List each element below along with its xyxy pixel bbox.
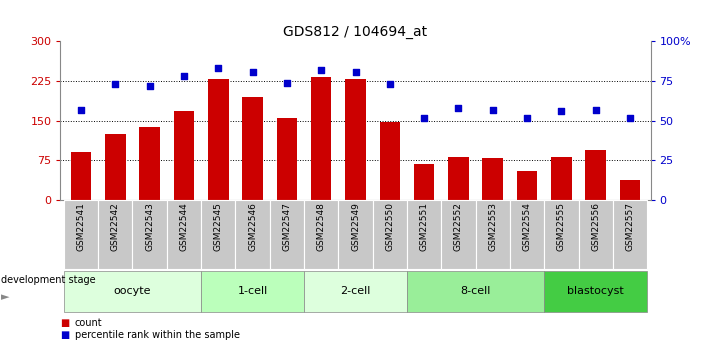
Point xyxy=(590,107,602,112)
Text: GSM22555: GSM22555 xyxy=(557,202,566,251)
Bar xyxy=(242,97,263,200)
Point xyxy=(75,107,87,112)
Text: GSM22553: GSM22553 xyxy=(488,202,497,251)
Point xyxy=(316,67,327,73)
Point xyxy=(213,66,224,71)
Bar xyxy=(448,157,469,200)
Text: ►: ► xyxy=(1,293,10,303)
Bar xyxy=(476,200,510,269)
Text: percentile rank within the sample: percentile rank within the sample xyxy=(75,331,240,340)
Text: development stage: development stage xyxy=(1,275,96,285)
Title: GDS812 / 104694_at: GDS812 / 104694_at xyxy=(284,25,427,39)
Bar xyxy=(167,200,201,269)
Bar xyxy=(269,200,304,269)
Point xyxy=(109,81,121,87)
Text: GSM22545: GSM22545 xyxy=(214,202,223,251)
Text: count: count xyxy=(75,318,102,327)
Point xyxy=(556,108,567,114)
Text: blastocyst: blastocyst xyxy=(567,286,624,296)
Text: ■: ■ xyxy=(60,331,70,340)
Text: GSM22547: GSM22547 xyxy=(282,202,292,251)
Text: 2-cell: 2-cell xyxy=(341,286,370,296)
Bar xyxy=(373,200,407,269)
Point xyxy=(521,115,533,120)
Text: GSM22557: GSM22557 xyxy=(626,202,634,251)
Bar xyxy=(277,118,297,200)
Bar xyxy=(64,200,98,269)
Bar xyxy=(510,200,544,269)
Text: GSM22550: GSM22550 xyxy=(385,202,395,251)
Point xyxy=(350,69,361,74)
Bar xyxy=(235,200,269,269)
Bar xyxy=(346,79,365,200)
Bar xyxy=(579,200,613,269)
Bar xyxy=(544,200,579,269)
Bar xyxy=(407,200,442,269)
Point xyxy=(281,80,292,86)
Text: 1-cell: 1-cell xyxy=(237,286,268,296)
Text: GSM22542: GSM22542 xyxy=(111,202,120,251)
Bar xyxy=(105,134,126,200)
Text: GSM22544: GSM22544 xyxy=(179,202,188,251)
Point xyxy=(144,83,155,89)
Text: GSM22548: GSM22548 xyxy=(316,202,326,251)
Bar xyxy=(132,200,167,269)
Text: GSM22552: GSM22552 xyxy=(454,202,463,251)
Text: GSM22554: GSM22554 xyxy=(523,202,532,251)
Bar xyxy=(551,157,572,200)
Bar xyxy=(304,271,407,312)
Bar xyxy=(414,164,434,200)
Text: GSM22551: GSM22551 xyxy=(419,202,429,251)
Bar xyxy=(208,79,228,200)
Text: GSM22546: GSM22546 xyxy=(248,202,257,251)
Bar xyxy=(380,122,400,200)
Point xyxy=(384,81,395,87)
Bar xyxy=(517,171,538,200)
Bar xyxy=(70,152,91,200)
Bar xyxy=(304,200,338,269)
Bar xyxy=(64,271,201,312)
Point xyxy=(247,69,258,74)
Bar xyxy=(483,158,503,200)
Bar xyxy=(620,180,641,200)
Point xyxy=(624,115,636,120)
Text: oocyte: oocyte xyxy=(114,286,151,296)
Point xyxy=(178,73,190,79)
Point xyxy=(487,107,498,112)
Bar xyxy=(173,111,194,200)
Text: GSM22541: GSM22541 xyxy=(77,202,85,251)
Bar xyxy=(544,271,647,312)
Bar xyxy=(201,200,235,269)
Bar xyxy=(338,200,373,269)
Text: GSM22556: GSM22556 xyxy=(591,202,600,251)
Text: GSM22549: GSM22549 xyxy=(351,202,360,251)
Point xyxy=(419,115,430,120)
Bar xyxy=(613,200,647,269)
Point xyxy=(453,105,464,111)
Bar xyxy=(311,77,331,200)
Bar xyxy=(139,127,160,200)
Bar xyxy=(407,271,544,312)
Bar xyxy=(98,200,132,269)
Bar xyxy=(201,271,304,312)
Bar xyxy=(585,150,606,200)
Text: GSM22543: GSM22543 xyxy=(145,202,154,251)
Bar xyxy=(442,200,476,269)
Text: ■: ■ xyxy=(60,318,70,327)
Text: 8-cell: 8-cell xyxy=(461,286,491,296)
